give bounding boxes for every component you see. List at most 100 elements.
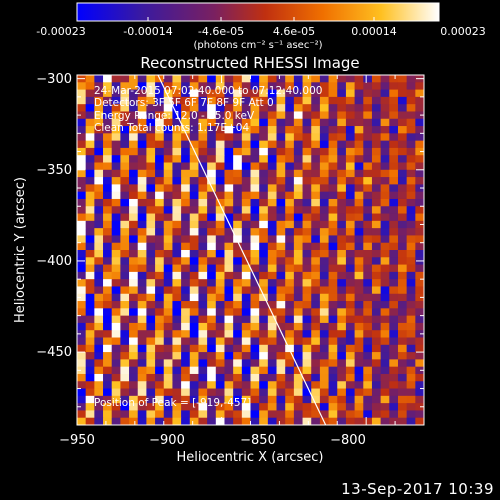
heatmap-cell: [155, 177, 165, 185]
heatmap-cell: [85, 352, 95, 360]
heatmap-cell: [163, 104, 173, 112]
heatmap-cell: [415, 264, 424, 273]
heatmap-cell: [380, 410, 390, 419]
heatmap-cell: [146, 410, 156, 419]
heatmap-cell: [259, 228, 269, 236]
heatmap-cell: [103, 235, 113, 244]
heatmap-cell: [354, 337, 364, 346]
heatmap-cell: [207, 118, 217, 127]
heatmap-cell: [120, 162, 130, 171]
heatmap-cell: [363, 264, 373, 273]
heatmap-cell: [77, 213, 87, 222]
heatmap-cell: [293, 373, 303, 382]
colorbar-unit-label: (photons cm⁻² s⁻¹ asec⁻²): [193, 40, 322, 51]
heatmap-cell: [415, 403, 424, 411]
heatmap-cell: [250, 126, 260, 134]
heatmap-cell: [380, 293, 390, 302]
heatmap-cell: [137, 242, 147, 251]
heatmap-cell: [224, 147, 234, 156]
heatmap-cell: [207, 213, 217, 222]
y-tick-label: −400: [36, 254, 72, 269]
heatmap-cell: [207, 395, 217, 404]
heatmap-cell: [181, 308, 191, 317]
heatmap-cell: [85, 111, 95, 120]
heatmap-cell: [337, 337, 347, 346]
heatmap-cell: [103, 133, 113, 142]
heatmap-cell: [181, 228, 191, 236]
heatmap-cell: [198, 417, 208, 425]
heatmap-cell: [371, 169, 382, 178]
heatmap-cell: [285, 271, 295, 280]
heatmap-cell: [215, 213, 225, 222]
heatmap-cell: [293, 169, 303, 178]
heatmap-cell: [120, 82, 130, 90]
heatmap-cell: [389, 308, 399, 317]
heatmap-cell: [155, 286, 165, 295]
heatmap-cell: [389, 169, 399, 178]
heatmap-cell: [189, 177, 199, 185]
heatmap-cell: [293, 235, 303, 244]
heatmap-cell: [103, 286, 113, 295]
heatmap-cell: [276, 184, 286, 193]
heatmap-cell: [198, 250, 208, 258]
heatmap-cell: [380, 337, 390, 346]
heatmap-cell: [172, 301, 182, 309]
heatmap-cell: [111, 82, 121, 90]
heatmap-cell: [241, 140, 251, 149]
heatmap-cell: [137, 250, 147, 258]
heatmap-cell: [233, 359, 243, 368]
heatmap-cell: [397, 82, 408, 90]
heatmap-cell: [415, 96, 424, 105]
heatmap-cell: [363, 242, 373, 251]
heatmap-cell: [120, 271, 130, 280]
heatmap-cell: [163, 388, 173, 397]
heatmap-cell: [163, 126, 173, 134]
heatmap-cell: [77, 147, 87, 156]
heatmap-cell: [137, 220, 147, 229]
heatmap-cell: [198, 286, 208, 295]
heatmap-cell: [233, 198, 243, 207]
heatmap-cell: [293, 75, 303, 83]
heatmap-cell: [250, 250, 260, 258]
heatmap-cell: [224, 206, 234, 214]
heatmap-cell: [337, 220, 347, 229]
heatmap-cell: [380, 111, 390, 120]
heatmap-cell: [311, 177, 321, 185]
heatmap-cell: [224, 373, 234, 382]
heatmap-cell: [319, 140, 329, 149]
heatmap-cell: [311, 155, 321, 163]
heatmap-cell: [328, 373, 338, 382]
heatmap-cell: [354, 96, 364, 105]
heatmap-cell: [319, 147, 329, 156]
heatmap-cell: [363, 286, 373, 295]
heatmap-cell: [129, 301, 139, 309]
heatmap-cell: [302, 169, 312, 178]
heatmap-cell: [155, 111, 165, 120]
heatmap-cell: [250, 147, 260, 156]
heatmap-cell: [250, 213, 260, 222]
heatmap-cell: [259, 118, 269, 127]
heatmap-cell: [94, 82, 104, 90]
heatmap-cell: [380, 147, 390, 156]
heatmap-cell: [267, 381, 277, 389]
heatmap-cell: [319, 388, 329, 397]
heatmap-cell: [85, 337, 95, 346]
heatmap-cell: [354, 352, 364, 360]
heatmap-cell: [406, 337, 416, 346]
heatmap-cell: [415, 184, 424, 193]
heatmap-cell: [371, 104, 382, 112]
heatmap-cell: [207, 155, 217, 163]
heatmap-cell: [354, 147, 364, 156]
x-axis-ticks: [76, 75, 425, 425]
heatmap-cell: [337, 395, 347, 404]
heatmap-cell: [241, 147, 251, 156]
heatmap-cell: [94, 250, 104, 258]
heatmap-cell: [354, 235, 364, 244]
heatmap-cell: [354, 111, 364, 120]
heatmap-cell: [345, 373, 356, 382]
heatmap-cell: [319, 271, 329, 280]
heatmap-cell: [189, 271, 199, 280]
heatmap-cell: [311, 89, 321, 98]
heatmap-cell: [328, 140, 338, 149]
heatmap-cell: [77, 191, 87, 200]
